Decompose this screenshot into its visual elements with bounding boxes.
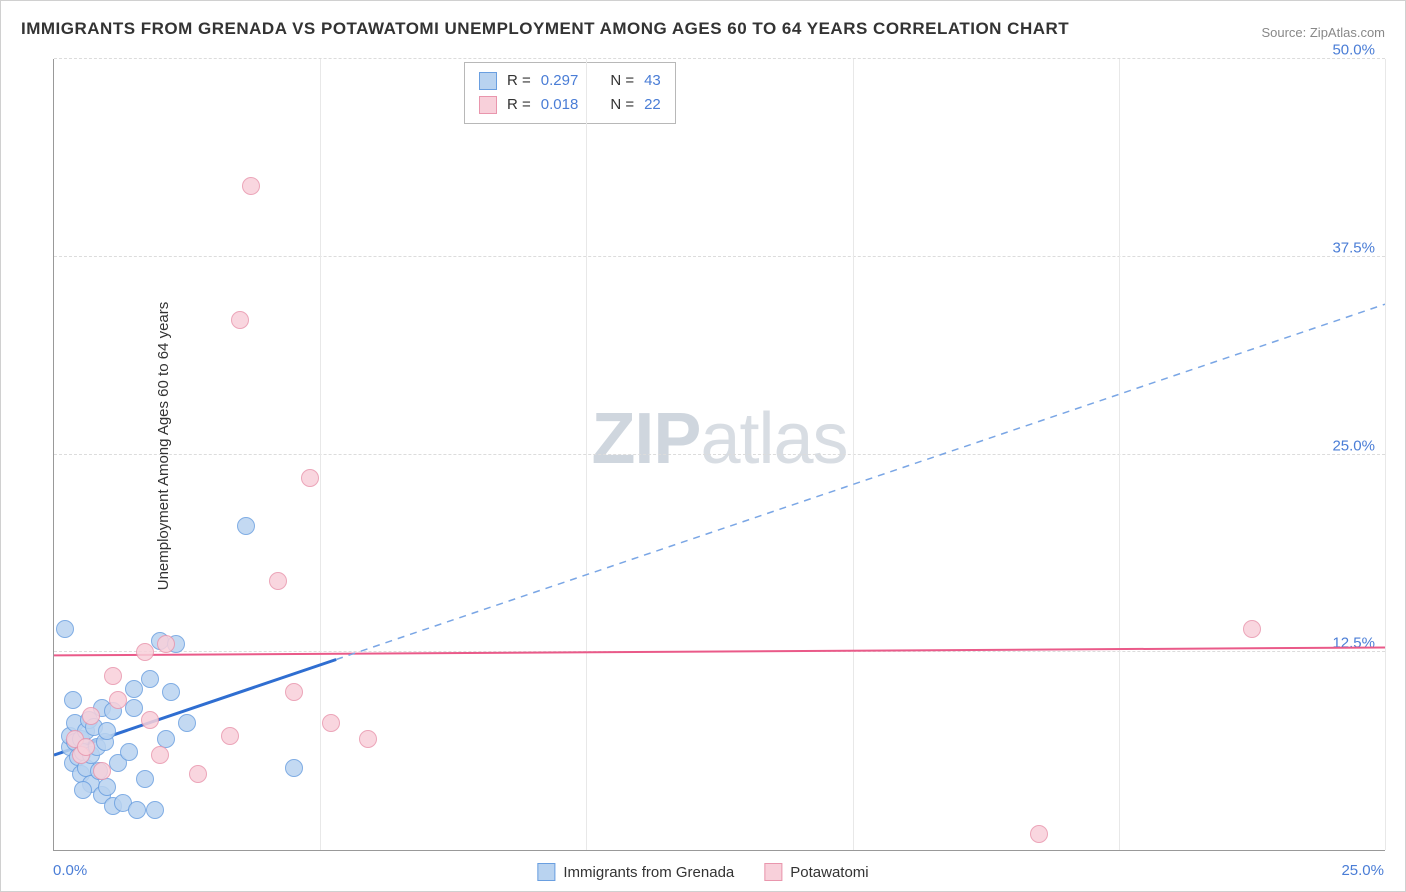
legend-item-grenada: Immigrants from Grenada: [537, 863, 734, 881]
data-point-potawatomi: [269, 572, 287, 590]
n-label: N =: [610, 69, 634, 93]
data-point-potawatomi: [242, 177, 260, 195]
data-point-grenada: [136, 770, 154, 788]
data-point-potawatomi: [77, 738, 95, 756]
grid-line-h: [54, 454, 1385, 455]
data-point-potawatomi: [104, 667, 122, 685]
data-point-potawatomi: [301, 469, 319, 487]
r-value: 0.018: [541, 93, 579, 117]
data-point-potawatomi: [221, 727, 239, 745]
data-point-grenada: [125, 680, 143, 698]
grid-line-h: [54, 256, 1385, 257]
x-tick-label-start: 0.0%: [53, 862, 87, 879]
legend-swatch: [764, 863, 782, 881]
y-tick-label: 12.5%: [1332, 635, 1375, 652]
stats-legend-row: R = 0.018 N = 22: [479, 93, 661, 117]
stats-legend-row: R = 0.297 N = 43: [479, 69, 661, 93]
watermark-zip: ZIP: [591, 399, 700, 479]
data-point-potawatomi: [1243, 620, 1261, 638]
grid-line-h: [54, 651, 1385, 652]
data-point-grenada: [237, 517, 255, 535]
data-point-potawatomi: [93, 762, 111, 780]
plot-area: ZIPatlas R = 0.297N = 43R = 0.018N = 22 …: [53, 59, 1385, 851]
data-point-grenada: [146, 801, 164, 819]
data-point-grenada: [120, 743, 138, 761]
n-label: N =: [610, 93, 634, 117]
legend-swatch: [479, 96, 497, 114]
legend-label: Potawatomi: [790, 864, 868, 881]
y-tick-label: 25.0%: [1332, 437, 1375, 454]
y-tick-label: 50.0%: [1332, 42, 1375, 59]
data-point-potawatomi: [82, 707, 100, 725]
data-point-grenada: [162, 683, 180, 701]
data-point-potawatomi: [359, 730, 377, 748]
legend-item-potawatomi: Potawatomi: [764, 863, 868, 881]
legend-swatch: [479, 72, 497, 90]
data-point-potawatomi: [151, 746, 169, 764]
y-tick-label: 37.5%: [1332, 239, 1375, 256]
data-point-grenada: [141, 670, 159, 688]
grid-line-v: [1119, 59, 1120, 850]
data-point-grenada: [98, 778, 116, 796]
data-point-grenada: [285, 759, 303, 777]
data-point-potawatomi: [231, 311, 249, 329]
grid-line-v: [586, 59, 587, 850]
data-point-potawatomi: [109, 691, 127, 709]
stats-legend: R = 0.297 N = 43 R = 0.018 N = 22: [464, 62, 676, 124]
data-point-grenada: [98, 722, 116, 740]
data-point-potawatomi: [136, 643, 154, 661]
n-value: 22: [644, 93, 661, 117]
data-point-grenada: [56, 620, 74, 638]
chart-container: IMMIGRANTS FROM GRENADA VS POTAWATOMI UN…: [0, 0, 1406, 892]
data-point-potawatomi: [189, 765, 207, 783]
data-point-potawatomi: [322, 714, 340, 732]
data-point-potawatomi: [285, 683, 303, 701]
n-value: 43: [644, 69, 661, 93]
data-point-grenada: [64, 691, 82, 709]
grid-line-v: [320, 59, 321, 850]
watermark: ZIPatlas: [591, 398, 847, 480]
chart-title: IMMIGRANTS FROM GRENADA VS POTAWATOMI UN…: [21, 19, 1069, 39]
watermark-atlas: atlas: [700, 399, 847, 479]
data-point-potawatomi: [141, 711, 159, 729]
legend-label: Immigrants from Grenada: [563, 864, 734, 881]
grid-line-v: [853, 59, 854, 850]
r-label: R =: [507, 69, 531, 93]
legend-swatch: [537, 863, 555, 881]
r-label: R =: [507, 93, 531, 117]
data-point-grenada: [74, 781, 92, 799]
data-point-potawatomi: [157, 635, 175, 653]
r-value: 0.297: [541, 69, 579, 93]
x-tick-label-end: 25.0%: [1341, 862, 1384, 879]
series-legend: Immigrants from Grenada Potawatomi: [537, 863, 868, 881]
data-point-grenada: [125, 699, 143, 717]
data-point-grenada: [128, 801, 146, 819]
grid-line-h: [54, 58, 1385, 59]
grid-line-v: [1385, 59, 1386, 850]
source-label: Source: ZipAtlas.com: [1261, 25, 1385, 40]
data-point-potawatomi: [1030, 825, 1048, 843]
data-point-grenada: [178, 714, 196, 732]
